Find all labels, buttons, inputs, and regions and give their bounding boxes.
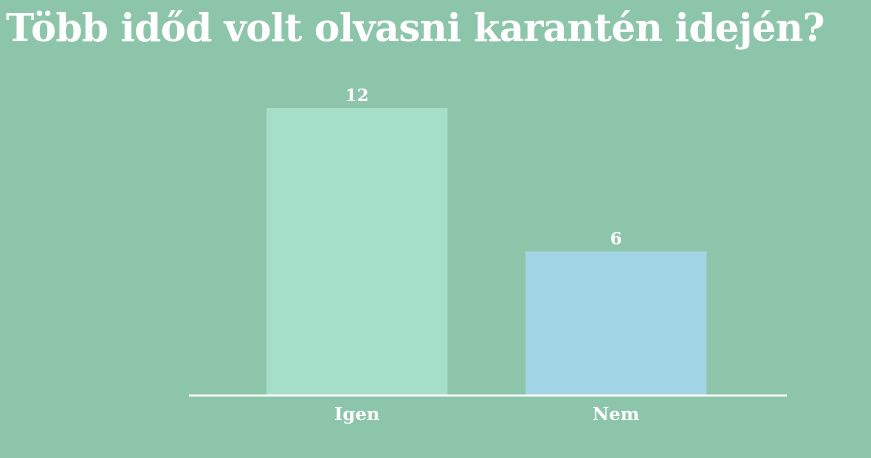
value-label-nem: 6 xyxy=(610,230,622,250)
value-label-igen: 12 xyxy=(345,86,369,106)
bar-nem xyxy=(525,251,707,395)
bars-group: 12 Igen 6 Nem xyxy=(266,86,707,425)
category-label-nem: Nem xyxy=(593,404,640,425)
chart-title: Több időd volt olvasni karantén idején? xyxy=(6,5,825,50)
category-label-igen: Igen xyxy=(334,404,380,425)
bar-igen xyxy=(266,108,448,395)
